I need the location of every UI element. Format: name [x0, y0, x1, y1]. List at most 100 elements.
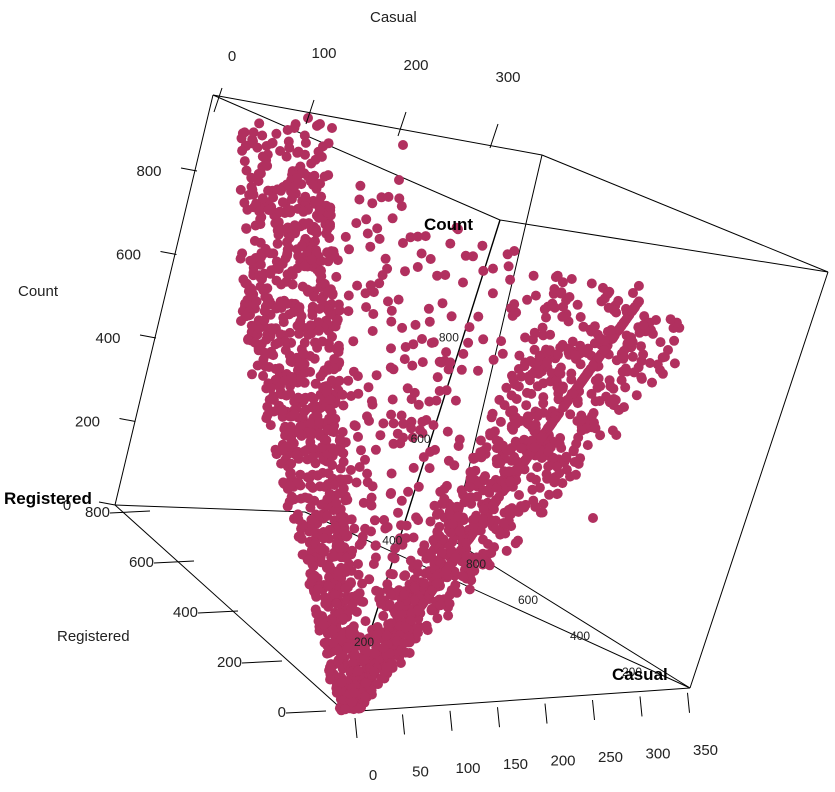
- data-point: [556, 287, 567, 298]
- data-point: [564, 292, 575, 302]
- data-point: [277, 197, 288, 208]
- data-point: [300, 191, 311, 202]
- data-point: [367, 326, 378, 336]
- data-point: [510, 379, 520, 390]
- box-edge: [344, 687, 691, 713]
- data-point: [434, 521, 445, 532]
- tick-mark: [592, 699, 595, 721]
- data-point: [359, 654, 369, 665]
- tick-label: 800: [85, 504, 110, 521]
- data-point: [363, 382, 374, 393]
- data-point: [235, 184, 246, 195]
- data-point: [510, 538, 521, 549]
- data-point: [398, 638, 409, 649]
- data-point: [372, 223, 383, 234]
- data-point: [319, 434, 330, 445]
- data-point: [530, 474, 541, 485]
- tick-label: 200: [403, 57, 428, 74]
- data-point: [496, 336, 507, 347]
- data-point: [275, 329, 286, 340]
- data-point: [329, 480, 340, 490]
- data-point: [413, 399, 424, 410]
- data-point: [248, 127, 259, 138]
- data-point: [318, 619, 329, 630]
- data-point: [378, 610, 389, 621]
- data-point: [497, 348, 508, 359]
- data-point: [368, 309, 379, 319]
- data-point: [298, 206, 309, 217]
- data-point: [286, 491, 297, 502]
- data-point: [532, 462, 543, 473]
- data-point: [369, 515, 380, 526]
- data-point: [655, 337, 666, 348]
- data-point: [335, 463, 346, 474]
- data-point: [274, 206, 285, 217]
- data-point: [345, 577, 356, 588]
- data-point: [285, 480, 296, 491]
- data-point: [505, 274, 516, 285]
- data-point: [377, 270, 388, 281]
- data-point: [289, 123, 300, 133]
- data-point: [530, 290, 541, 301]
- data-point: [306, 158, 317, 169]
- tick-label: 350: [693, 742, 718, 759]
- data-point: [590, 375, 601, 386]
- data-point: [586, 278, 597, 289]
- data-point: [412, 262, 423, 272]
- data-point: [401, 520, 412, 531]
- data-point: [491, 435, 502, 446]
- data-point: [314, 303, 325, 314]
- data-point: [259, 347, 270, 358]
- data-point: [379, 515, 390, 525]
- data-point: [352, 280, 363, 291]
- data-point: [366, 492, 377, 503]
- data-point: [416, 248, 427, 259]
- data-point: [409, 387, 420, 398]
- data-point: [575, 312, 586, 322]
- data-point: [398, 418, 409, 429]
- data-point: [339, 526, 350, 537]
- data-point: [356, 596, 367, 607]
- data-point: [491, 482, 502, 493]
- data-point: [371, 370, 382, 381]
- data-point: [305, 417, 316, 428]
- data-point: [369, 666, 379, 677]
- data-point: [273, 337, 284, 348]
- data-point: [360, 616, 371, 627]
- data-point: [333, 340, 344, 351]
- data-point: [458, 277, 468, 288]
- data-point: [547, 298, 558, 309]
- data-point: [361, 302, 372, 313]
- data-point: [239, 197, 250, 208]
- data-point: [347, 697, 358, 708]
- data-point: [544, 421, 555, 432]
- data-point: [330, 444, 341, 455]
- data-point: [246, 284, 257, 295]
- data-point: [453, 511, 464, 522]
- data-point: [314, 267, 325, 278]
- box-edge: [212, 94, 543, 156]
- data-point: [572, 299, 583, 310]
- data-point: [323, 581, 334, 591]
- data-point: [529, 327, 540, 338]
- data-point: [443, 610, 454, 621]
- data-point: [257, 130, 268, 141]
- data-point: [383, 619, 394, 630]
- data-point: [636, 341, 646, 352]
- data-point: [529, 442, 540, 453]
- data-point: [477, 485, 488, 496]
- data-point: [285, 468, 296, 479]
- data-point: [253, 168, 264, 179]
- data-point: [417, 428, 428, 439]
- data-point: [441, 565, 452, 576]
- data-point: [336, 389, 347, 400]
- tick-mark: [354, 717, 358, 739]
- data-point: [400, 622, 411, 633]
- data-point: [608, 332, 619, 343]
- data-point: [255, 259, 266, 270]
- data-point: [333, 566, 344, 577]
- tick-mark: [449, 710, 453, 731]
- data-point: [407, 360, 418, 371]
- data-point: [374, 233, 385, 244]
- data-point: [325, 674, 336, 685]
